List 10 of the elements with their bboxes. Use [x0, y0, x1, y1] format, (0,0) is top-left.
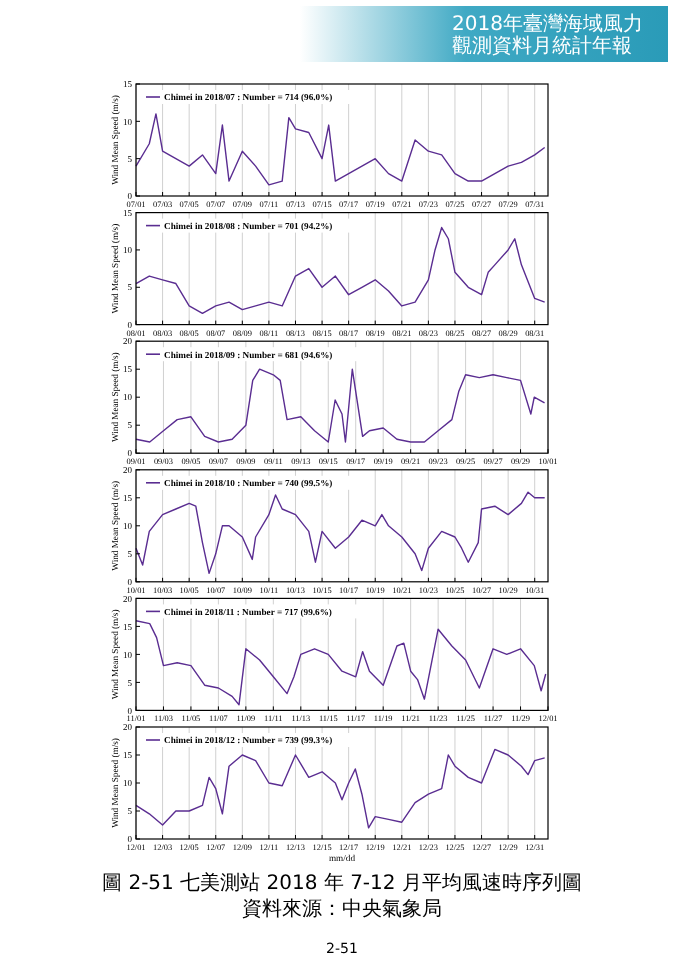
text: 2018年臺灣海域風力 [452, 12, 643, 36]
line-series [135, 226, 546, 315]
line-series [135, 748, 546, 829]
line-series [135, 491, 546, 575]
line-series [135, 113, 546, 186]
caption: 圖 2-51 七美測站 2018 年 7-12 月平均風速時序列圖 [102, 871, 582, 895]
source-note: 資料來源：中央氣象局 [242, 897, 442, 921]
text: 觀測資料月統計年報 [452, 34, 632, 58]
line-series [135, 368, 546, 443]
line-series [135, 620, 547, 706]
